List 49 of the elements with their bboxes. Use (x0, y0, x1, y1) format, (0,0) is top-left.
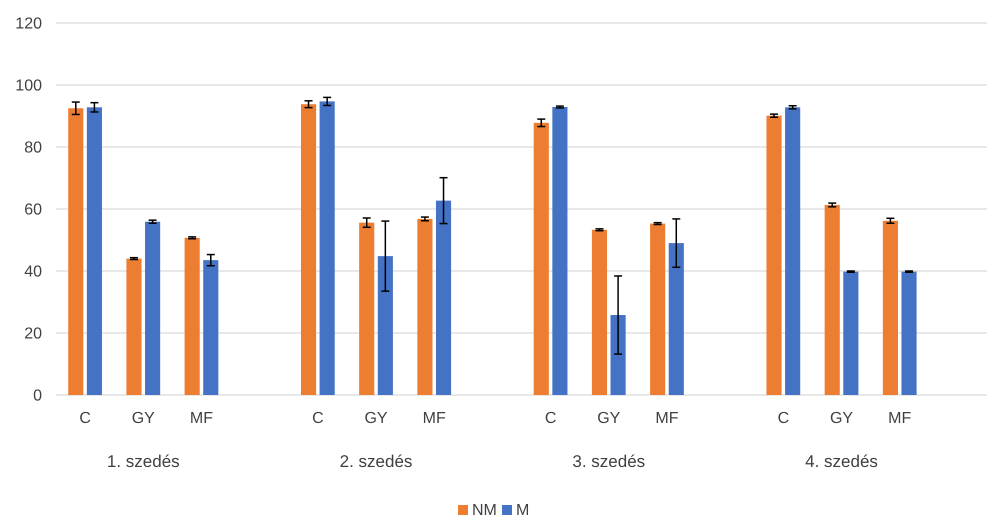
bar (552, 107, 568, 395)
y-tick-label: 120 (15, 16, 42, 33)
x-tick-label: MF (888, 410, 912, 427)
x-tick-label: GY (597, 410, 621, 427)
bar (901, 272, 917, 395)
x-tick-label: GY (830, 410, 854, 427)
bar (184, 238, 200, 395)
text: 2. szedés (340, 452, 412, 471)
x-tick-label: C (79, 410, 91, 427)
legend-label: M (516, 502, 530, 519)
x-tick-label: MF (422, 410, 446, 427)
x-tick-label: GY (364, 410, 388, 427)
bar (417, 218, 432, 395)
bar (882, 220, 898, 395)
bar (785, 107, 800, 395)
y-tick-label: 60 (24, 202, 42, 219)
text: 4. szedés (805, 452, 878, 471)
text: 3. szedés (572, 452, 646, 471)
y-tick-label: 0 (33, 388, 42, 405)
y-tick-label: 80 (24, 140, 42, 157)
y-tick-label: 100 (15, 78, 42, 95)
y-tick-label: 20 (24, 326, 42, 343)
x-tick-label: MF (190, 410, 214, 427)
bar (300, 104, 316, 395)
bar (592, 230, 608, 395)
bar (843, 272, 858, 395)
x-tick-label: C (312, 410, 324, 427)
bar (824, 204, 840, 395)
y-tick-label: 40 (24, 264, 42, 281)
bar (126, 258, 142, 395)
bar (203, 260, 218, 395)
bar (86, 107, 102, 395)
x-tick-label: C (778, 410, 790, 427)
x-tick-label: C (544, 410, 556, 427)
bar (145, 222, 160, 395)
bar (68, 108, 84, 395)
bar (320, 101, 335, 395)
bar (766, 116, 782, 395)
bar (359, 222, 374, 395)
x-tick-label: GY (132, 410, 156, 427)
bar (436, 200, 452, 395)
text: 1. szedés (106, 452, 180, 471)
bar (378, 256, 393, 395)
bar (650, 224, 666, 395)
x-tick-label: MF (655, 410, 679, 427)
bar (668, 243, 684, 395)
bar (610, 315, 626, 395)
legend-label: NM (472, 502, 497, 519)
bar (534, 122, 549, 395)
